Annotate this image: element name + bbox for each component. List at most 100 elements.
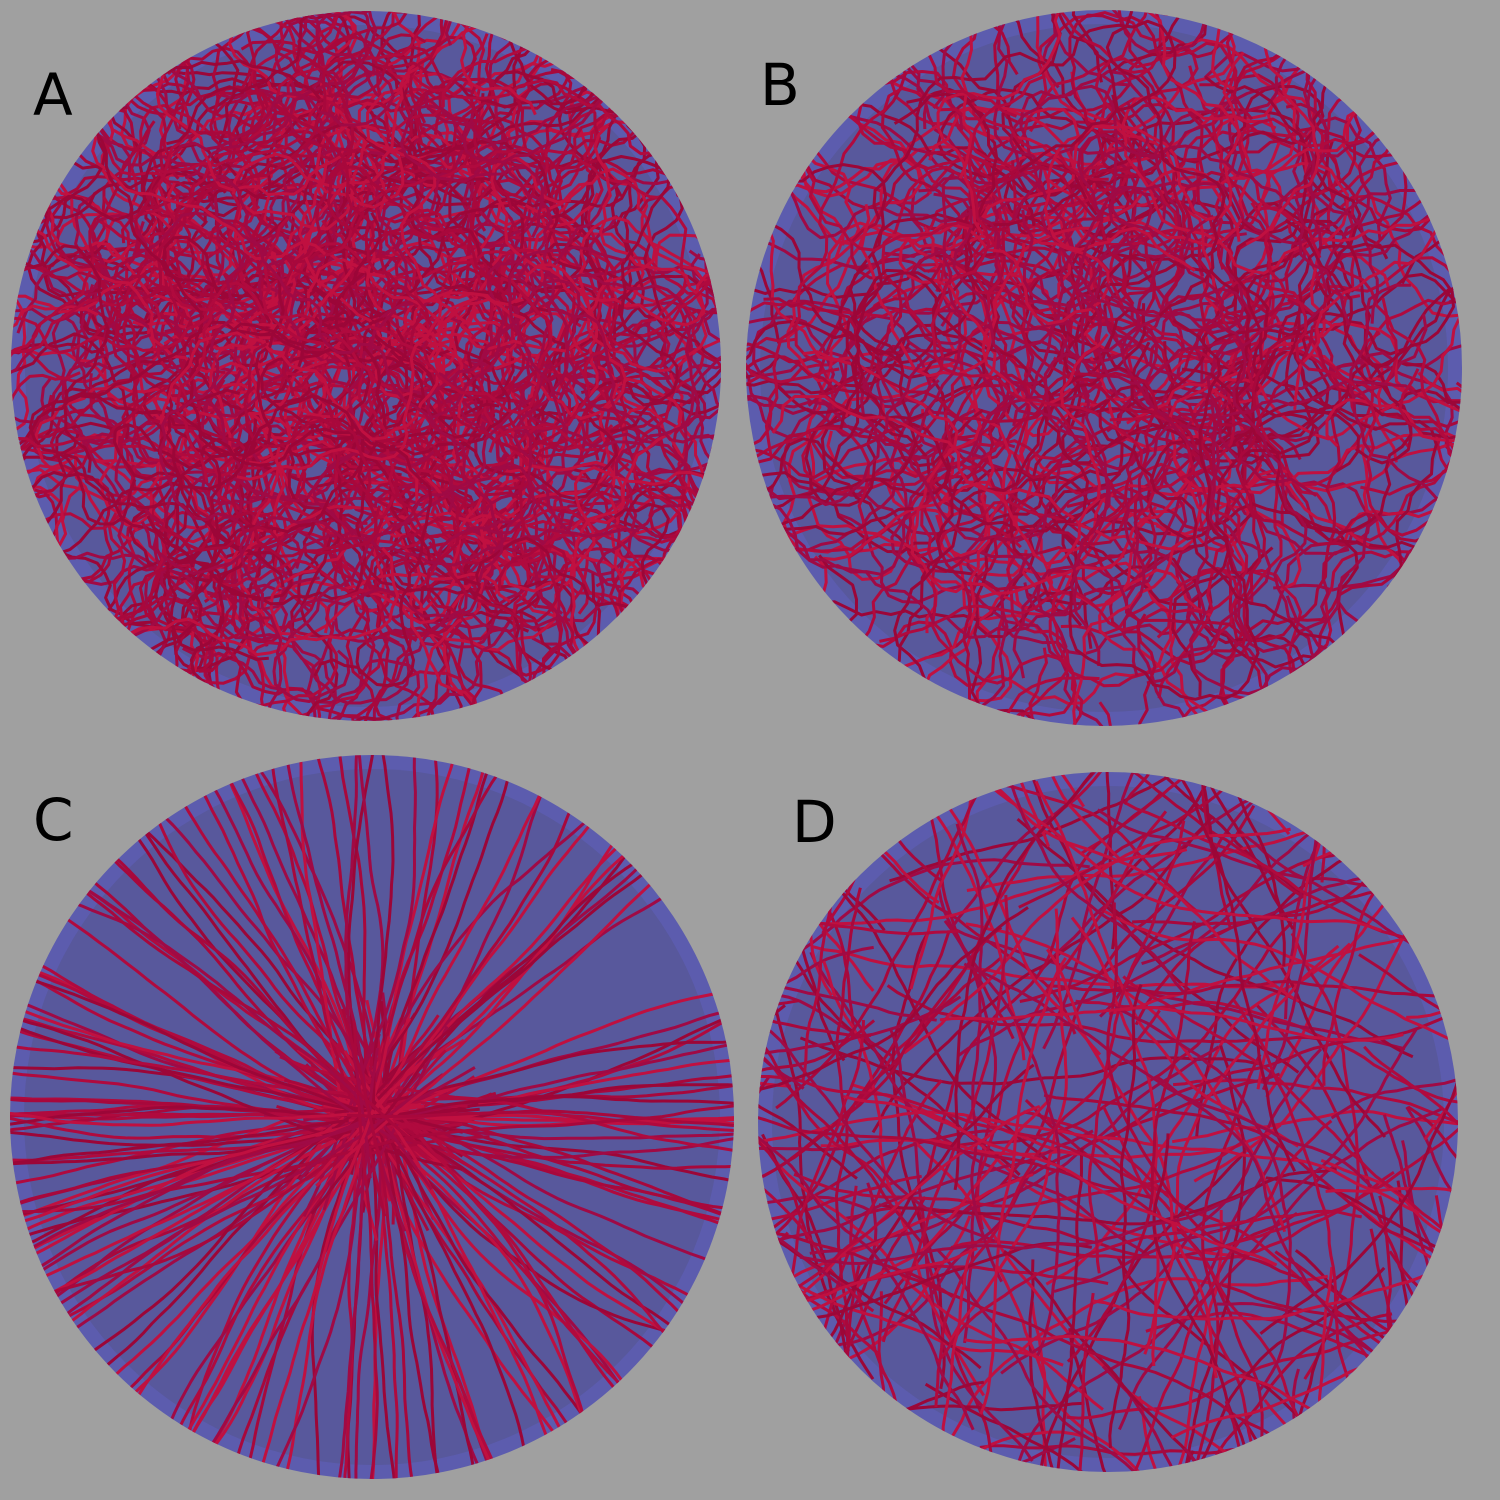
fiber (99, 11, 318, 146)
fiber (176, 1109, 375, 1479)
fiber (898, 1271, 1328, 1459)
fiber (98, 11, 401, 245)
fiber (1021, 209, 1245, 440)
fiber (1143, 944, 1340, 1355)
fiber (746, 426, 871, 712)
fiber (152, 450, 431, 611)
fiber (590, 256, 721, 394)
fiber (758, 1066, 1169, 1195)
fiber (1087, 820, 1186, 1274)
fiber (1146, 363, 1367, 650)
fiber (150, 11, 460, 298)
fiber (311, 1083, 734, 1137)
fiber (746, 230, 1084, 383)
fiber (526, 553, 651, 721)
fiber (353, 1095, 734, 1138)
fiber (334, 1037, 734, 1115)
fiber (1325, 1186, 1458, 1281)
fiber (966, 1116, 1421, 1215)
fiber (746, 264, 918, 565)
fiber (890, 302, 1068, 662)
fiber (746, 414, 1175, 554)
fiber (758, 847, 899, 1200)
fiber (879, 414, 1249, 643)
fiber (1113, 772, 1354, 888)
fiber (908, 172, 1137, 568)
fiber (10, 755, 374, 1119)
fiber (366, 1070, 622, 1479)
fiber (277, 755, 395, 1125)
fiber (272, 621, 397, 721)
fiber (1114, 1005, 1292, 1393)
fiber (343, 1050, 602, 1479)
fiber (1012, 563, 1406, 726)
fiber (1276, 10, 1357, 217)
fiber (833, 10, 1219, 294)
fiber (799, 1186, 1257, 1265)
fiber (758, 1129, 1094, 1261)
fiber (758, 1143, 860, 1318)
fiber (1232, 999, 1372, 1443)
fiber (544, 233, 721, 488)
fiber (97, 1025, 449, 1479)
fiber (1090, 10, 1322, 208)
fiber (460, 11, 586, 116)
fibers (10, 755, 734, 1479)
fiber (24, 11, 327, 261)
fiber (1108, 984, 1143, 1448)
fiber (262, 755, 378, 1135)
fiber (758, 1174, 922, 1236)
fiber (936, 1248, 1268, 1472)
fiber (11, 23, 125, 341)
fiber (196, 148, 337, 505)
fiber (11, 303, 217, 475)
fiber (11, 388, 241, 553)
fiber (1124, 801, 1458, 949)
fiber (474, 11, 721, 154)
fiber (28, 320, 351, 526)
fiber (758, 945, 874, 1127)
fiber (122, 1047, 379, 1479)
fiber (1068, 1328, 1183, 1472)
fiber (362, 755, 687, 1143)
fiber (360, 30, 721, 327)
fiber (998, 804, 1256, 1188)
fiber (771, 333, 1109, 566)
fiber (758, 1208, 898, 1472)
fiber (318, 147, 688, 332)
fiber (804, 199, 1000, 507)
fiber (995, 1265, 1232, 1472)
fiber (958, 772, 1185, 993)
fiber (331, 1024, 734, 1130)
fiber (1091, 772, 1117, 950)
fiber (362, 1093, 734, 1479)
fiber (947, 908, 1068, 1347)
fiber (1268, 10, 1462, 233)
fiber (933, 192, 1111, 639)
fiber (782, 226, 968, 634)
fiber (1057, 10, 1253, 299)
fiber (557, 11, 721, 198)
fiber (1018, 772, 1388, 909)
fiber (758, 824, 960, 936)
fiber (363, 1105, 734, 1479)
fiber (1012, 185, 1224, 427)
fiber (485, 11, 661, 246)
fiber (635, 270, 721, 477)
fiber (345, 410, 479, 721)
fiber (296, 172, 500, 420)
fiber (1401, 1140, 1458, 1472)
fiber (758, 1104, 1041, 1416)
fiber (936, 1209, 1362, 1363)
fiber (400, 563, 522, 721)
fiber (234, 104, 634, 292)
fiber (1233, 10, 1434, 464)
fiber (333, 424, 479, 640)
fiber (758, 895, 872, 1038)
fiber (73, 622, 510, 721)
fiber (419, 464, 638, 649)
fiber (1038, 1147, 1084, 1472)
fiber (323, 1104, 734, 1128)
fiber (889, 1029, 1034, 1462)
fiber (10, 1072, 425, 1127)
